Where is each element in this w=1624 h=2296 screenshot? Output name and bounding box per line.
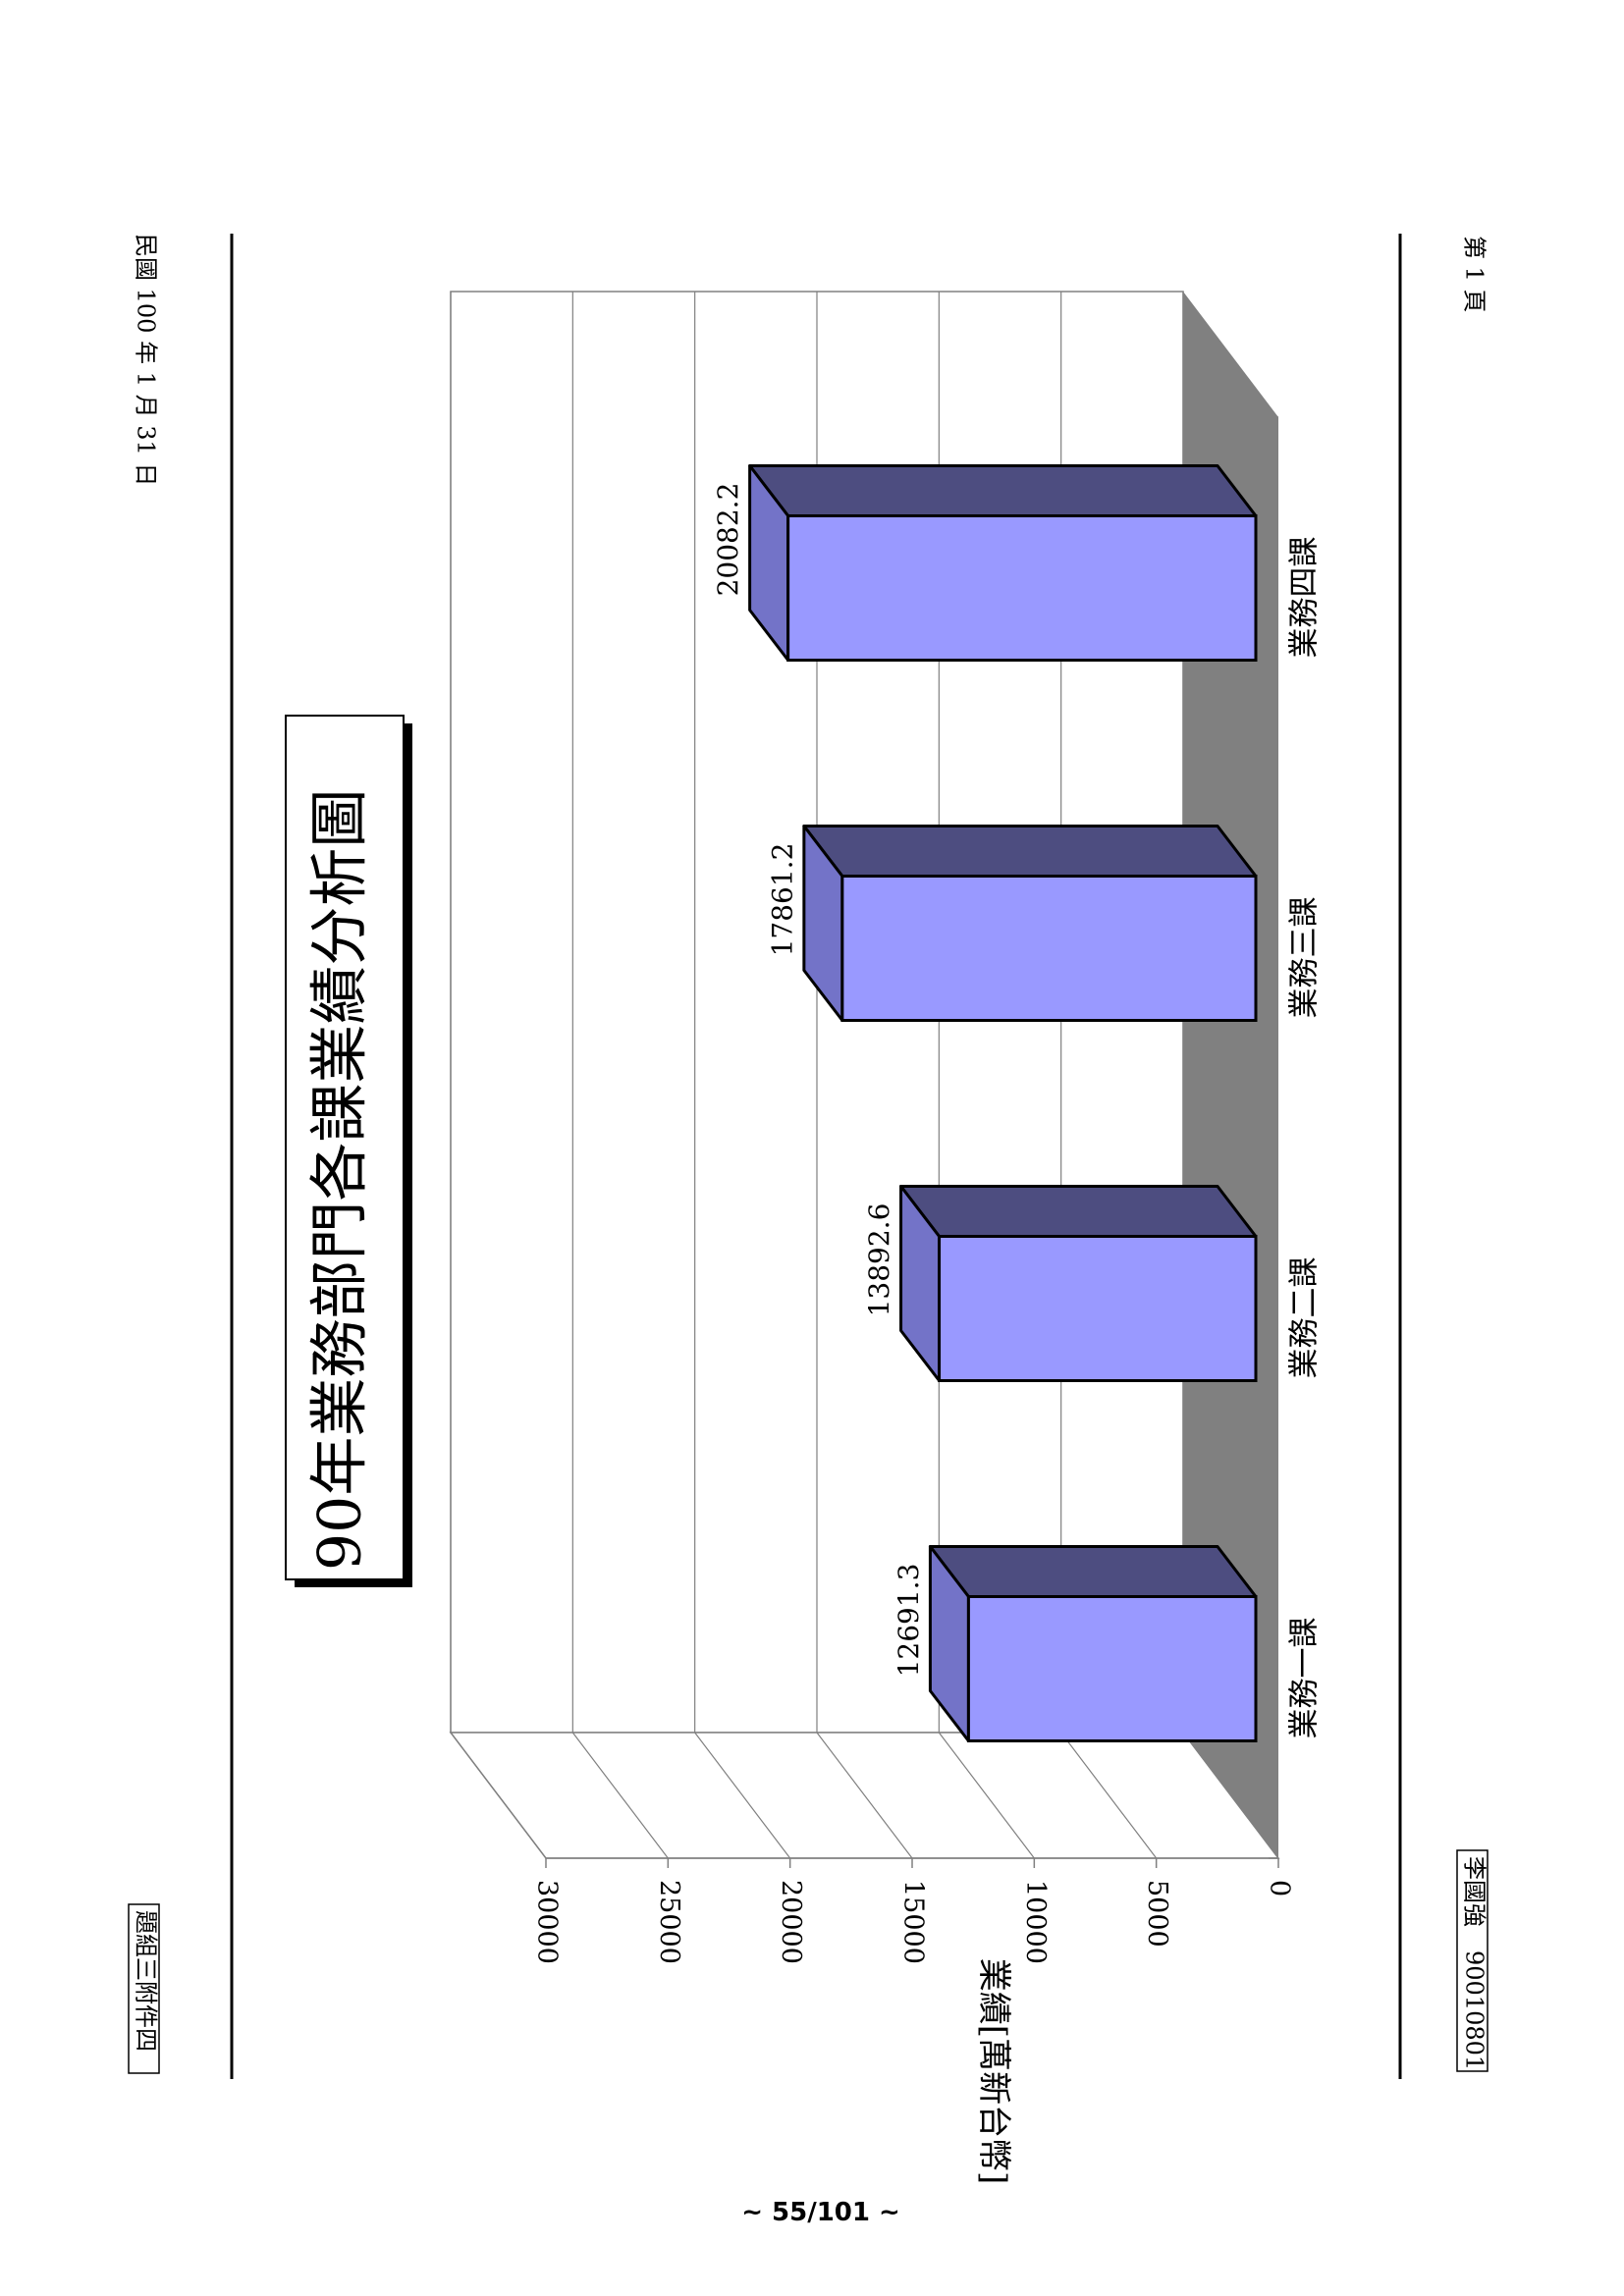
- value-tick-label: 20000: [776, 1880, 806, 1964]
- category-ticks: [1269, 416, 1278, 1859]
- data-labels: 12691.3 13892.6 17861.2 20082.2: [712, 483, 925, 1678]
- category-label: 業務三課: [1287, 897, 1323, 1019]
- footer-page-label: 第 1 頁: [1461, 236, 1489, 313]
- value-axis: [545, 1857, 1279, 1868]
- data-label: 20082.2: [712, 483, 744, 597]
- bar: [899, 1185, 1258, 1382]
- value-tick-label: 30000: [532, 1880, 563, 1964]
- category-label: 業務四課: [1287, 537, 1323, 659]
- bar: [802, 825, 1258, 1022]
- value-tick-labels: 0 5000 10000 15000 20000 25000 30000: [532, 1880, 1295, 1964]
- category-label: 業務一課: [1287, 1618, 1323, 1739]
- value-tick-label: 5000: [1142, 1880, 1172, 1948]
- data-label: 12691.3: [893, 1564, 925, 1678]
- attachment-label: 題組三附件四: [133, 1910, 160, 2052]
- chart-title: 90年業務部門各課業績分析圖: [306, 789, 375, 1571]
- bar-front-face: [840, 875, 1258, 1022]
- category-label: 業務二課: [1287, 1257, 1323, 1379]
- bar-top-face: [748, 464, 1258, 517]
- gridline: [938, 292, 1035, 1859]
- gridline: [450, 292, 547, 1859]
- gridlines: [450, 292, 1279, 1859]
- gridline: [571, 292, 669, 1859]
- y-axis-label: 業績[萬新台幣]: [974, 1958, 1013, 2185]
- bar: [748, 464, 1258, 662]
- bar-front-face: [966, 1595, 1258, 1742]
- author-id: 李國強 90010801: [1461, 1856, 1489, 2070]
- attachment-label-box: 題組三附件四: [128, 1903, 160, 2074]
- bar-top-face: [928, 1545, 1258, 1598]
- gridline: [694, 292, 791, 1859]
- value-tick-label: 15000: [898, 1880, 929, 1964]
- category-labels: 業務一課 業務二課 業務三課 業務四課: [1287, 537, 1323, 1739]
- value-tick-label: 25000: [654, 1880, 684, 1964]
- bar-front-face: [938, 1235, 1258, 1382]
- bar-front-face: [786, 514, 1258, 662]
- bar-top-face: [899, 1185, 1258, 1238]
- header-date: 民國 100 年 1 月 31 日: [133, 234, 160, 486]
- page-number: ~ 55/101 ~: [741, 2198, 900, 2227]
- chart-title-box: 90年業務部門各課業績分析圖: [285, 715, 412, 1587]
- bars: [748, 464, 1258, 1742]
- bar-top-face: [802, 825, 1258, 878]
- author-id-box: 李國強 90010801: [1456, 1849, 1489, 2072]
- data-label: 13892.6: [863, 1203, 895, 1317]
- bar: [928, 1545, 1258, 1742]
- gridline: [816, 292, 913, 1859]
- value-tick-label: 0: [1265, 1880, 1295, 1896]
- data-label: 17861.2: [766, 843, 798, 957]
- value-tick-label: 10000: [1020, 1880, 1051, 1964]
- chart-floor: [1183, 292, 1278, 1858]
